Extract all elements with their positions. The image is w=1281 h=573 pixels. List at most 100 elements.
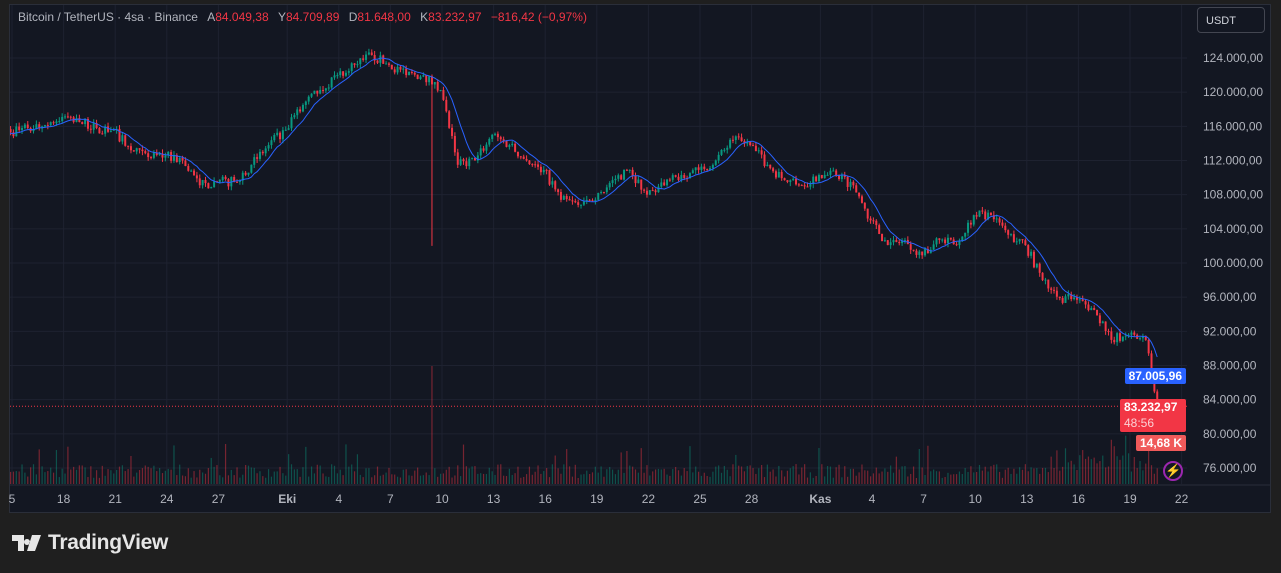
volume-bar	[875, 467, 877, 484]
candle-body	[1096, 309, 1099, 316]
symbol-title[interactable]: Bitcoin / TetherUS · 4sa · Binance	[18, 10, 198, 24]
volume-bar	[73, 466, 75, 484]
candle-body	[101, 133, 104, 135]
moving-average-line	[10, 57, 1158, 358]
volume-bar	[938, 471, 940, 484]
candle-body	[207, 183, 210, 189]
volume-bar	[1150, 465, 1153, 484]
volume-bar	[480, 473, 482, 484]
volume-bar	[471, 466, 473, 484]
chart-pane[interactable]	[9, 4, 1271, 513]
time-axis-label: Kas	[809, 492, 831, 506]
candle-body	[1032, 251, 1035, 268]
candle-body	[241, 172, 244, 181]
volume-bar	[534, 471, 536, 484]
volume-bar	[706, 475, 708, 484]
volume-bar	[1044, 467, 1047, 484]
volume-bar	[333, 465, 336, 484]
volume-bar	[299, 476, 301, 484]
candle-body	[26, 124, 29, 129]
candle-body	[339, 71, 342, 76]
volume-bar	[385, 472, 387, 484]
volume-bar	[345, 444, 347, 484]
volume-bar	[388, 467, 390, 484]
candle-body	[924, 248, 927, 256]
candle-body	[494, 133, 497, 135]
candle-body	[597, 193, 600, 200]
candle-body	[651, 190, 654, 192]
volume-bar	[947, 472, 949, 484]
volume-bar	[912, 466, 915, 484]
currency-button[interactable]: USDT	[1197, 7, 1265, 33]
candle-body	[780, 171, 783, 179]
candle-body	[4, 132, 6, 134]
volume-bar	[743, 471, 746, 484]
candle-body	[416, 74, 419, 79]
candle-body	[422, 75, 425, 77]
candle-body	[279, 132, 282, 140]
volume-bar	[319, 465, 321, 484]
volume-bar	[677, 470, 680, 484]
time-axis-label: 21	[109, 492, 123, 506]
volume-bar	[32, 464, 35, 484]
volume-bar	[990, 466, 992, 484]
candle-body	[370, 52, 373, 56]
tradingview-logo[interactable]: TradingView	[12, 531, 168, 555]
volume-bar	[680, 475, 682, 484]
volume-bar	[1007, 467, 1009, 484]
volume-bar	[491, 471, 493, 484]
volume-bar	[930, 471, 932, 484]
candle-body	[881, 233, 884, 242]
candle-body	[614, 178, 617, 181]
volume-bar	[279, 466, 281, 484]
candle-body	[330, 77, 333, 88]
volume-bar	[276, 471, 278, 484]
volume-bar	[606, 469, 608, 484]
candle-body	[264, 148, 267, 154]
candle-body	[663, 182, 666, 186]
candle-body	[18, 126, 21, 131]
volume-bar	[67, 446, 69, 484]
lightning-icon[interactable]: ⚡	[1163, 461, 1183, 481]
volume-bar	[566, 449, 568, 484]
candle-body	[430, 76, 433, 85]
brand-name: TradingView	[48, 531, 169, 554]
volume-bar	[236, 467, 238, 484]
candle-body	[519, 156, 522, 158]
candle-body	[944, 239, 947, 244]
volume-bar	[101, 465, 103, 484]
candle-body	[620, 175, 623, 180]
candle-body	[571, 200, 574, 202]
candle-body	[95, 123, 98, 129]
candle-body	[757, 150, 760, 152]
volume-bar	[1013, 468, 1015, 484]
volume-bar	[1056, 450, 1058, 484]
candle-body	[823, 174, 826, 179]
candle-body	[522, 156, 525, 159]
candle-body	[38, 124, 41, 129]
volume-bar	[18, 471, 20, 484]
candle-body	[155, 152, 158, 155]
candle-body	[1118, 333, 1121, 341]
price-axis-label: 76.000,00	[1203, 461, 1257, 475]
volume-bar	[826, 465, 829, 484]
high-key: Y	[277, 10, 286, 24]
volume-bar	[841, 477, 843, 484]
time-axis-label: 27	[212, 492, 226, 506]
candle-body	[442, 90, 445, 100]
candle-body	[511, 143, 514, 146]
volume-bar	[147, 466, 149, 484]
candle-body	[1124, 335, 1127, 337]
volume-bar	[978, 464, 981, 484]
volume-bar	[408, 475, 410, 484]
candle-body	[293, 115, 296, 118]
volume-bar	[1116, 456, 1118, 484]
candle-body	[313, 90, 316, 94]
candle-body	[141, 149, 144, 152]
volume-bar	[55, 450, 58, 484]
volume-bar	[81, 465, 83, 484]
volume-bar	[497, 464, 499, 484]
candle-body	[731, 139, 734, 141]
candle-body	[539, 166, 542, 173]
